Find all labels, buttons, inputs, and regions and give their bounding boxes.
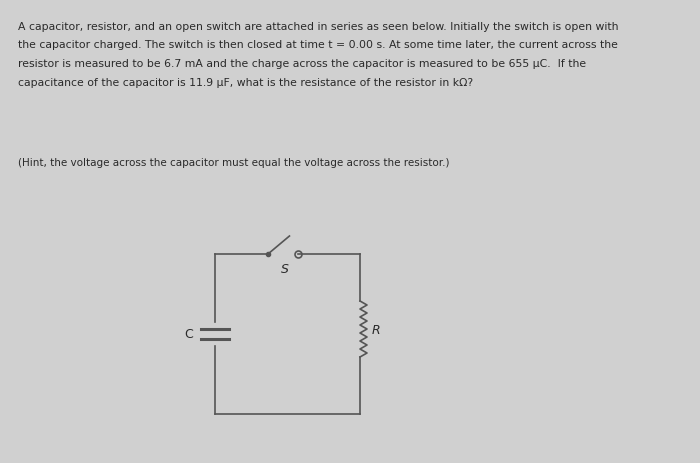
Text: S: S [281,263,289,275]
Text: the capacitor charged. The switch is then closed at time t = 0.00 s. At some tim: the capacitor charged. The switch is the… [18,40,618,50]
Text: (Hint, the voltage across the capacitor must equal the voltage across the resist: (Hint, the voltage across the capacitor … [18,158,449,168]
Text: resistor is measured to be 6.7 mA and the charge across the capacitor is measure: resistor is measured to be 6.7 mA and th… [18,59,586,69]
Text: C: C [184,328,193,341]
Text: R: R [372,323,381,336]
Text: A capacitor, resistor, and an open switch are attached in series as seen below. : A capacitor, resistor, and an open switc… [18,22,619,32]
Text: capacitance of the capacitor is 11.9 μF, what is the resistance of the resistor : capacitance of the capacitor is 11.9 μF,… [18,77,473,88]
